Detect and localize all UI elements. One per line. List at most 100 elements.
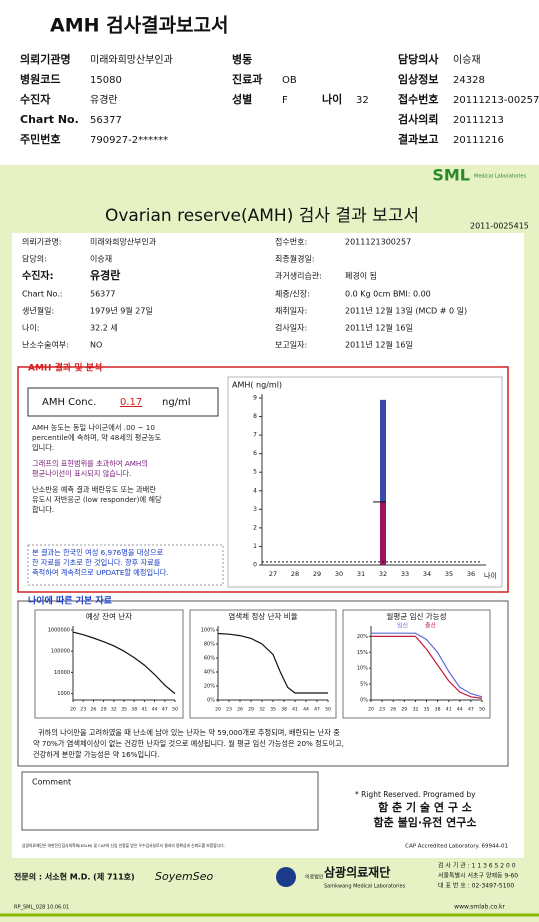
bar — [380, 399, 386, 502]
series-line — [371, 635, 483, 699]
contact: 검 사 기 관 : 1 1 3 6 5 2 0 0 — [438, 862, 516, 870]
url: www.smlab.co.kr — [454, 904, 505, 911]
x-tick-label: 20 — [70, 707, 76, 713]
info-label: 난소수술여부: — [22, 340, 69, 350]
field-value: 20111213-00257 — [453, 95, 539, 106]
x-tick-label: 20 — [215, 707, 221, 713]
info-value: 2011년 12월 13일 (MCD # 0 일) — [345, 306, 467, 316]
x-tick-label: 36 — [467, 570, 475, 578]
note-box — [27, 544, 224, 586]
credit: * Right Reserved. Programed by — [355, 790, 476, 799]
info-label: 최종월경일: — [275, 254, 315, 264]
panel-title: 염색체 정상 난자 비율 — [228, 611, 297, 621]
info-label: Chart No.: — [22, 290, 63, 299]
paragraph-line: 유도시 저반응군 (low responder)에 해당 — [32, 495, 162, 504]
comment-label: Comment — [32, 778, 71, 787]
legend-entry: 임신 — [397, 622, 408, 630]
info-label: 보고일자: — [275, 341, 307, 350]
paragraph-line: 한 자료를 기초로 한 것입니다. 향후 자료를 — [32, 558, 161, 567]
x-tick-label: 33 — [401, 570, 409, 578]
field-label: 성별 — [232, 92, 252, 106]
amh-box — [17, 366, 509, 593]
x-tick-label: 38 — [435, 707, 441, 713]
x-tick-label: 29 — [101, 707, 107, 713]
field-label: 주민번호 — [20, 132, 60, 146]
y-tick-label: 10% — [357, 666, 368, 672]
y-tick-label: 40% — [204, 670, 215, 676]
paragraph-line: 평균나이선이 표시되지 않습니다. — [32, 469, 131, 478]
panel — [34, 609, 184, 719]
credit: 함춘 불임·유전 연구소 — [374, 815, 477, 829]
info-label: 담당의: — [22, 254, 47, 264]
x-tick-label: 41 — [141, 707, 147, 713]
field-value: 이승재 — [453, 54, 481, 66]
info-value: 이승재 — [90, 254, 112, 264]
series-line — [72, 631, 176, 695]
y-tick-label: 60% — [204, 656, 215, 662]
y-tick-label: 0% — [360, 698, 368, 704]
x-tick-label: 32 — [259, 707, 265, 713]
y-tick-label: 5 — [253, 469, 257, 476]
comment-box — [21, 771, 319, 831]
x-tick-label: 30 — [335, 570, 343, 578]
field-value: 790927-2****** — [90, 135, 168, 146]
y-tick-label: 15% — [357, 650, 368, 656]
field-label: 수진자 — [20, 92, 51, 106]
field-value: 32 — [356, 95, 369, 106]
x-tick-label: 47 — [468, 707, 474, 713]
y-tick-label: 5% — [360, 682, 368, 688]
signature: SoyemSeo — [155, 870, 213, 883]
field-label: 나이 — [322, 92, 342, 106]
field-value: 미래와희망산부인과 — [90, 54, 173, 66]
paragraph-line: 난소반응 예측 결과 배란유도 또는 과배란 — [32, 485, 156, 494]
y-tick-label: 9 — [253, 395, 257, 402]
section-title: 나이에 따른 기본 자료 — [28, 595, 113, 607]
y-tick-label: 2 — [253, 524, 257, 531]
y-tick-label: 80% — [204, 642, 215, 648]
y-tick-label: 8 — [253, 413, 257, 420]
y-tick-label: 20% — [357, 634, 368, 640]
credit: 함 춘 기 술 연 구 소 — [378, 800, 472, 814]
x-tick-label: 32 — [412, 707, 418, 713]
x-tick-label: 26 — [390, 707, 396, 713]
x-tick-label: 29 — [313, 570, 321, 578]
y-tick-label: 20% — [204, 684, 215, 690]
section-title: AMH 결과 및 분석 — [28, 362, 102, 374]
y-tick-label: 100000 — [51, 649, 70, 655]
x-tick-label: 41 — [292, 707, 298, 713]
contact: 대 표 번 호 : 02-3497-5100 — [438, 882, 514, 890]
paragraph-line: 축적하여 계속적으로 UPDATE할 예정입니다. — [32, 568, 169, 577]
x-tick-label: 38 — [281, 707, 287, 713]
x-tick-label: 23 — [379, 707, 385, 713]
org: 삼광의료재단 — [324, 865, 390, 880]
paragraph-line: 합니다. — [32, 505, 54, 514]
y-tick-label: 1000 — [57, 691, 70, 697]
paragraph-line: 입니다. — [32, 443, 54, 452]
x-tick-label: 20 — [368, 707, 374, 713]
legend-entry: 출산 — [425, 622, 437, 630]
bar — [380, 501, 386, 565]
fineprint: 삼광의료재단은 대한진단검사의학회(KSLM) 및 CAP의 신임 인증을 받은… — [22, 843, 225, 848]
field-value: F — [282, 95, 288, 106]
report-number: 2011-0025415 — [470, 222, 529, 231]
x-tick-label: 38 — [131, 707, 137, 713]
info-value: 2011년 12월 16일 — [345, 323, 413, 333]
org-en: Samkwang Medical Laboratories — [324, 884, 406, 890]
info-value: 32.2 세 — [90, 324, 118, 333]
field-label: 병원코드 — [20, 72, 60, 86]
field-value: 15080 — [90, 75, 122, 86]
field-label: 접수번호 — [398, 92, 438, 106]
field-value: 유경란 — [90, 93, 118, 106]
y-tick-label: 0% — [207, 698, 215, 704]
info-label: 의뢰기관명: — [22, 237, 62, 247]
x-tick-label: 35 — [424, 707, 430, 713]
field-value: 20111213 — [453, 115, 504, 126]
x-tick-label: 23 — [226, 707, 232, 713]
logo-sub: Medical Laboratories — [474, 174, 526, 180]
amh-chart-frame — [227, 376, 503, 588]
field-value: OB — [282, 75, 297, 86]
paragraph-line: 그래프의 표현범위를 초과하여 AMH의 — [32, 459, 148, 468]
info-label: 접수번호: — [275, 237, 307, 247]
info-value: 2011년 12월 16일 — [345, 340, 413, 350]
y-tick-label: 10000 — [54, 670, 70, 676]
